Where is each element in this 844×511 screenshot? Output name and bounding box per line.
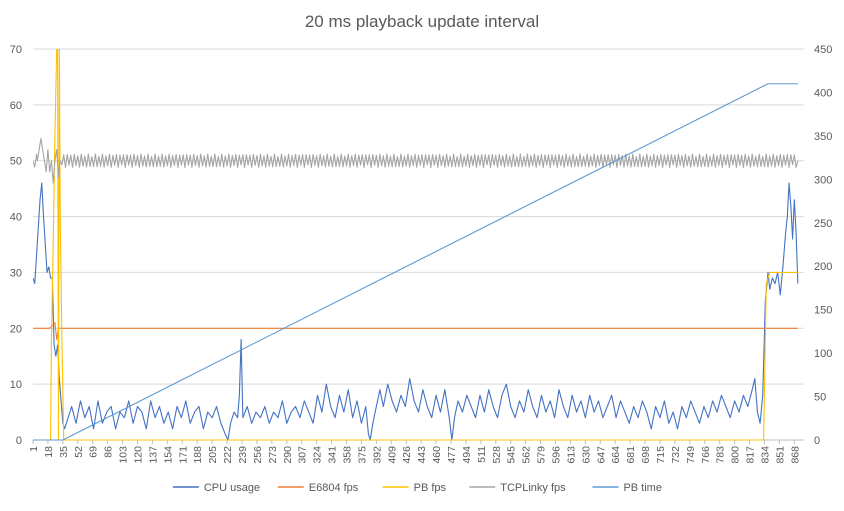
x-tick-label: 205 [207, 446, 219, 464]
x-tick-label: 460 [431, 446, 443, 464]
x-tick-label: 256 [252, 446, 264, 464]
x-tick-label: 477 [446, 446, 458, 464]
left-y-tick-label: 70 [10, 44, 22, 56]
legend: CPU usage E6804 fps PB fps TCPLinky fps PB t… [172, 482, 662, 494]
x-tick-label: 273 [267, 446, 279, 464]
x-tick-label: 868 [789, 446, 801, 464]
right-y-tick-label: 50 [814, 392, 826, 404]
right-y-tick-label: 100 [814, 348, 832, 360]
x-tick-label: 18 [43, 446, 55, 458]
x-tick-label: 715 [655, 446, 667, 464]
series-line-pb-time [33, 83, 798, 441]
x-tick-label: 817 [745, 446, 757, 464]
left-y-tick-label: 10 [10, 379, 22, 391]
legend-item-tcplinky-fps: TCPLinky fps [469, 482, 566, 494]
x-tick-label: 35 [58, 446, 70, 458]
x-tick-label: 375 [356, 446, 368, 464]
legend-label: E6804 fps [309, 482, 359, 494]
x-tick-label: 494 [461, 446, 473, 464]
left-y-tick-label: 20 [10, 323, 22, 335]
x-tick-label: 341 [327, 446, 339, 464]
x-tick-label: 69 [88, 446, 100, 458]
legend-label: CPU usage [204, 482, 260, 494]
x-tick-label: 562 [521, 446, 533, 464]
x-tick-label: 579 [536, 446, 548, 464]
x-tick-label: 358 [341, 446, 353, 464]
left-y-tick-label: 60 [10, 100, 22, 112]
right-y-axis: 0 50 100 150 200 250 300 350 400 450 [814, 44, 832, 447]
legend-item-pb-time: PB time [592, 482, 662, 494]
right-y-tick-label: 400 [814, 87, 832, 99]
right-y-tick-label: 150 [814, 305, 832, 317]
x-tick-label: 154 [162, 446, 174, 464]
x-tick-label: 681 [625, 446, 637, 464]
chart-title: 20 ms playback update interval [305, 12, 539, 31]
right-y-tick-label: 450 [814, 44, 832, 56]
left-y-tick-label: 40 [10, 212, 22, 224]
x-tick-label: 52 [73, 446, 85, 458]
legend-item-e6804-fps: E6804 fps [277, 482, 359, 494]
series-line-tcplinky-fps [33, 137, 799, 184]
x-tick-label: 749 [685, 446, 697, 464]
series-line-pb-fps [33, 49, 798, 441]
series-line-e6804-fps [33, 322, 798, 341]
x-tick-label: 630 [580, 446, 592, 464]
left-y-tick-label: 0 [16, 435, 22, 447]
x-tick-label: 239 [237, 446, 249, 464]
x-tick-label: 86 [103, 446, 115, 458]
x-tick-label: 732 [670, 446, 682, 464]
x-tick-label: 222 [222, 446, 234, 464]
x-tick-label: 443 [416, 446, 428, 464]
x-tick-label: 613 [565, 446, 577, 464]
x-tick-label: 137 [147, 446, 159, 464]
series-line-cpu-usage [33, 182, 799, 441]
x-tick-label: 698 [640, 446, 652, 464]
x-tick-label: 834 [759, 446, 771, 464]
x-tick-label: 800 [730, 446, 742, 464]
x-tick-label: 851 [774, 446, 786, 464]
legend-label: TCPLinky fps [500, 482, 566, 494]
x-tick-label: 103 [118, 446, 130, 464]
x-tick-label: 664 [610, 446, 622, 464]
x-tick-label: 290 [282, 446, 294, 464]
x-tick-label: 307 [297, 446, 309, 464]
x-tick-label: 511 [476, 446, 488, 463]
x-tick-label: 171 [177, 446, 189, 464]
gridlines [33, 48, 804, 385]
left-y-axis: 0 10 20 30 40 50 60 70 [10, 44, 22, 447]
series-lines [33, 49, 799, 441]
x-tick-label: 783 [715, 446, 727, 464]
x-tick-label: 1 [28, 446, 40, 452]
right-y-tick-label: 200 [814, 261, 832, 273]
legend-label: PB fps [414, 482, 447, 494]
left-y-tick-label: 50 [10, 156, 22, 168]
x-tick-label: 188 [192, 446, 204, 464]
x-tick-label: 409 [386, 446, 398, 464]
right-y-tick-label: 250 [814, 218, 832, 230]
legend-item-cpu-usage: CPU usage [172, 482, 260, 494]
legend-label: PB time [623, 482, 662, 494]
x-tick-label: 766 [700, 446, 712, 464]
x-tick-label: 545 [506, 446, 518, 464]
left-y-tick-label: 30 [10, 267, 22, 279]
x-tick-label: 120 [132, 446, 144, 464]
x-tick-label: 392 [371, 446, 383, 464]
right-y-tick-label: 300 [814, 174, 832, 186]
legend-item-pb-fps: PB fps [382, 482, 447, 494]
x-tick-label: 324 [312, 446, 324, 464]
x-tick-label: 596 [550, 446, 562, 464]
right-y-tick-label: 0 [814, 435, 820, 447]
x-tick-label: 647 [595, 446, 607, 464]
x-tick-label: 426 [401, 446, 413, 464]
x-axis: 1 18 35 52 69 86 103 120 137 154 171 188 205 222 239 25… [28, 439, 804, 464]
right-y-tick-label: 350 [814, 131, 832, 143]
x-tick-label: 528 [491, 446, 503, 464]
